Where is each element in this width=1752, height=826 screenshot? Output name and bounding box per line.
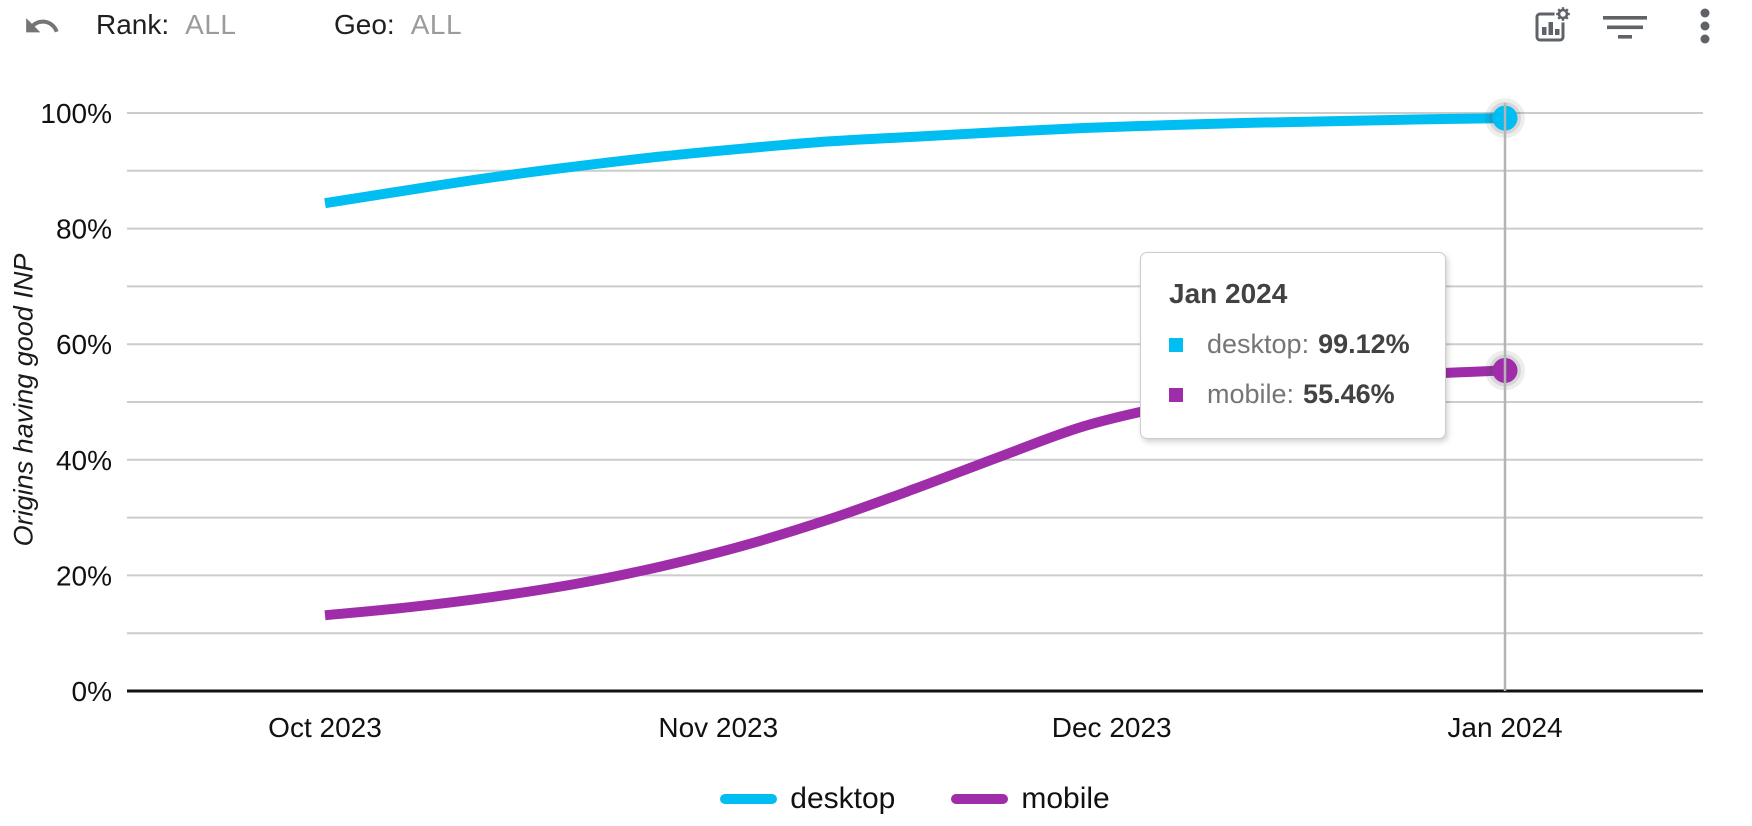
undo-button[interactable] [20,4,64,48]
svg-text:100%: 100% [40,98,112,129]
legend-label-mobile: mobile [1021,782,1110,815]
inp-trend-chart[interactable]: 0% 20% 40% 60% 80% 100% Oct 2023 Nov 2023 Dec 20… [0,0,1752,760]
mobile-color-swatch [1169,387,1183,402]
legend-swatch-mobile [951,794,1009,804]
filter-icon [1603,16,1647,39]
svg-text:60%: 60% [56,329,112,360]
legend-item-mobile[interactable]: mobile [951,782,1110,816]
rank-filter[interactable]: Rank: ALL [96,9,236,41]
chart-settings-icon [1535,5,1572,42]
desktop-color-swatch [1169,337,1183,352]
tooltip-desktop-label: desktop: [1207,329,1310,359]
toolbar: Rank: ALL Geo: ALL [0,0,1752,58]
svg-text:0%: 0% [72,676,112,707]
chart-tooltip: Jan 2024 desktop: 99.12% mobile: 55.46% [1140,252,1446,439]
rank-label: Rank: [96,9,170,40]
svg-text:Jan 2024: Jan 2024 [1447,712,1562,743]
geo-filter[interactable]: Geo: ALL [334,9,462,41]
desktop-line-series[interactable] [324,113,1506,209]
y-tick-labels: 0% 20% 40% 60% 80% 100% [40,98,112,707]
legend-item-desktop[interactable]: desktop [720,782,895,816]
rank-value[interactable]: ALL [185,9,237,40]
chart-settings-button[interactable] [1529,4,1573,48]
legend-label-desktop: desktop [790,782,896,815]
tooltip-desktop-value: 99.12% [1318,329,1410,359]
geo-value[interactable]: ALL [410,9,463,40]
tooltip-title: Jan 2024 [1169,278,1288,309]
tooltip-mobile-value: 55.46% [1303,379,1395,409]
legend-swatch-desktop [720,794,778,804]
geo-label: Geo: [334,9,395,40]
svg-text:Nov 2023: Nov 2023 [658,712,778,743]
svg-text:20%: 20% [56,560,112,591]
svg-text:Dec 2023: Dec 2023 [1052,712,1172,743]
filter-button[interactable] [1603,4,1647,48]
undo-icon [26,18,59,33]
svg-text:Oct 2023: Oct 2023 [268,712,382,743]
svg-text:40%: 40% [56,445,112,476]
tooltip-mobile-label: mobile: [1207,379,1295,409]
tooltip-row-desktop: desktop: 99.12% [1169,329,1417,360]
more-vert-icon [1700,8,1710,44]
more-options-button[interactable] [1683,4,1727,48]
svg-text:80%: 80% [56,214,112,245]
chart-legend: desktop mobile [127,779,1703,819]
x-tick-labels: Oct 2023 Nov 2023 Dec 2023 Jan 2024 [268,712,1562,743]
tooltip-row-mobile: mobile: 55.46% [1169,379,1417,410]
